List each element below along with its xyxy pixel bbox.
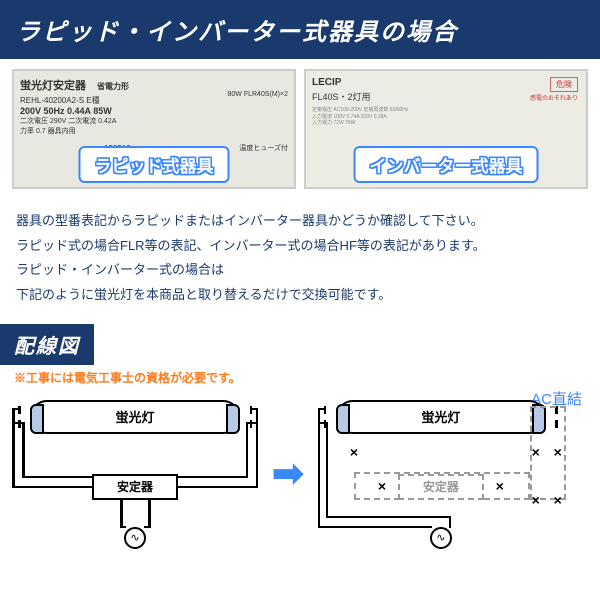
arrow-icon: ➡	[268, 451, 308, 496]
desc-line: ラピッド・インバーター式の場合は	[16, 258, 584, 283]
diagram-before: 蛍光灯 安定器 ∿	[10, 396, 260, 551]
power-source: ∿	[124, 527, 146, 549]
brand: LECIP	[312, 77, 580, 88]
wiring-diagrams: AC直結 蛍光灯 安定器	[0, 388, 600, 565]
ballast-label: 安定器	[423, 478, 459, 495]
tube-label: 蛍光灯	[421, 407, 460, 426]
desc-line: 器具の型番表記からラピッドまたはインバーター器具かどうか確認して下さい。	[16, 209, 584, 234]
tube-label: 蛍光灯	[115, 407, 154, 426]
ballast-label: 安定器	[117, 478, 153, 495]
danger: 危険	[556, 80, 572, 89]
danger-sub: 感電のおそれあり	[530, 93, 578, 102]
rapid-label-card: 蛍光灯安定器 省電力形 REHL-40200A2-S E種 200V 50Hz …	[12, 69, 296, 189]
plate-spec2: 二次電圧 290V 二次電流 0.42A	[20, 116, 288, 126]
power-source: ∿	[430, 527, 452, 549]
plate-right1: 省電力形	[97, 82, 129, 91]
desc-line: ラピッド式の場合FLR等の表記、インバーター式の場合HF等の表記があります。	[16, 234, 584, 259]
plate-title: 蛍光灯安定器	[20, 80, 86, 92]
desc-line: 下記のように蛍光灯を本商品と取り替えるだけで交換可能です。	[16, 283, 584, 308]
diagram-after: 蛍光灯 安定器 × × × × × × × ∿	[316, 396, 566, 551]
tube: 蛍光灯	[30, 400, 240, 434]
plate-spec3: 力率 0.7 器具内用	[20, 126, 288, 136]
warning-text: ※工事には電気工事士の資格が必要です。	[0, 365, 600, 388]
wiring-section-header: 配線図	[0, 324, 94, 365]
model: FL40S・2灯用	[312, 92, 371, 102]
inverter-badge: インバーター式器具	[354, 146, 539, 183]
description-block: 器具の型番表記からラピッドまたはインバーター器具かどうか確認して下さい。 ラピッ…	[0, 199, 600, 324]
plate-spec1: 200V 50Hz 0.44A 85W	[20, 106, 288, 116]
plate-note: 温度ヒューズ付	[239, 145, 288, 152]
rapid-badge: ラピッド式器具	[79, 146, 230, 183]
ballast-removed: 安定器	[398, 474, 484, 500]
plate-right2: 80W FLR40S(M)×2	[228, 91, 289, 98]
ballast: 安定器	[92, 474, 178, 500]
label-photo-row: 蛍光灯安定器 省電力形 REHL-40200A2-S E種 200V 50Hz …	[0, 59, 600, 199]
page-header: ラピッド・インバーター式器具の場合	[0, 0, 600, 59]
inverter-label-card: LECIP FL40S・2灯用 危険 感電のおそれあり 定格電圧 AC100-2…	[304, 69, 588, 189]
tube: 蛍光灯	[336, 400, 546, 434]
